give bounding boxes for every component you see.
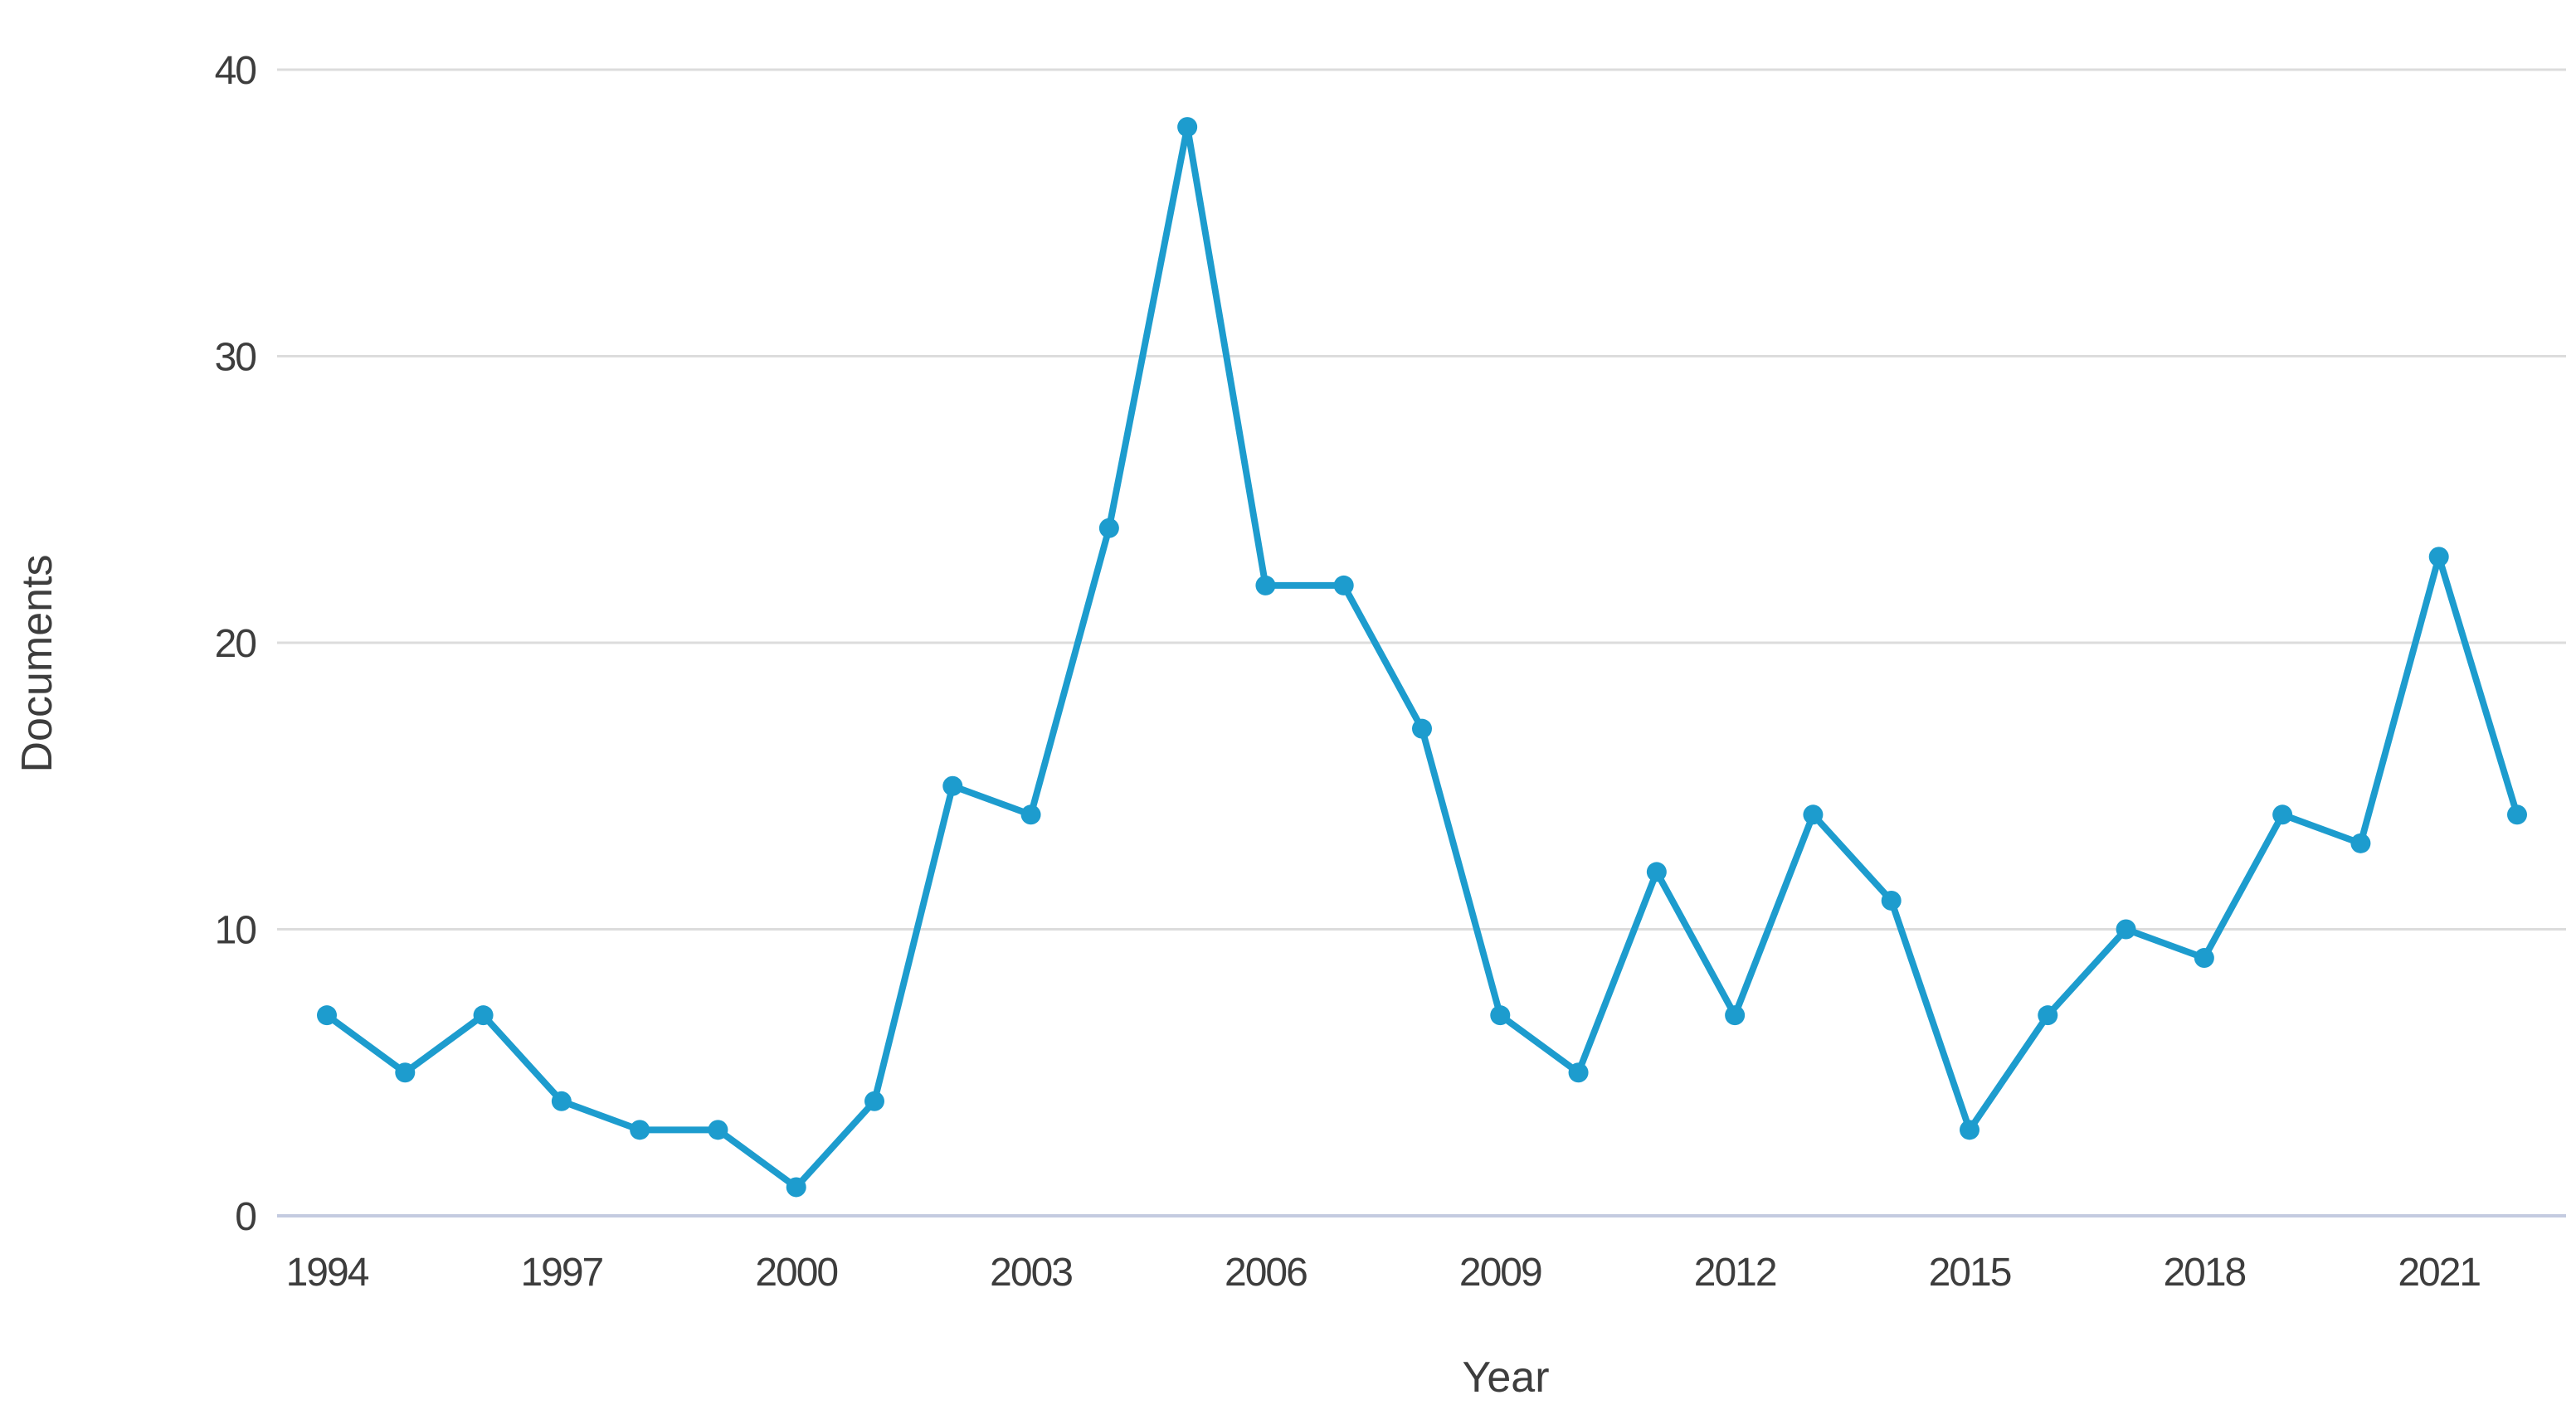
x-tick-label-2003: 2003 <box>990 1251 1072 1295</box>
x-tick-label-2015: 2015 <box>1929 1251 2011 1295</box>
data-point-1999 <box>708 1120 728 1140</box>
x-tick-label-2006: 2006 <box>1225 1251 1307 1295</box>
data-point-2019 <box>2272 804 2293 825</box>
x-tick-label-2000: 2000 <box>755 1251 837 1295</box>
data-point-2016 <box>2038 1005 2058 1026</box>
y-tick-label-30: 30 <box>215 336 256 380</box>
data-point-2015 <box>1960 1120 1979 1140</box>
data-point-2012 <box>1725 1005 1746 1026</box>
y-tick-labels-group: 0 10 20 30 40 <box>215 49 258 1239</box>
data-point-1995 <box>395 1062 416 1083</box>
data-point-1996 <box>473 1005 494 1026</box>
data-point-1998 <box>630 1120 650 1140</box>
data-point-2013 <box>1803 804 1824 825</box>
gridlines-group <box>277 68 2566 1217</box>
data-point-2003 <box>1020 804 1041 825</box>
data-point-2005 <box>1177 117 1198 138</box>
y-tick-label-10: 10 <box>215 909 256 953</box>
y-axis-title: Documents <box>13 555 61 773</box>
x-tick-label-2012: 2012 <box>1694 1251 1776 1295</box>
x-tick-labels-group: 1994 1997 2000 2003 2006 2009 2012 2015 2018 2021 <box>286 1251 2482 1295</box>
data-point-2000 <box>786 1177 806 1198</box>
y-tick-label-20: 20 <box>215 622 256 666</box>
documents-series-line <box>324 124 2520 1191</box>
data-point-2022 <box>2507 804 2527 825</box>
x-tick-label-2021: 2021 <box>2398 1251 2480 1295</box>
x-tick-label-2018: 2018 <box>2163 1251 2245 1295</box>
data-point-2018 <box>2194 948 2214 969</box>
data-point-2009 <box>1490 1005 1511 1026</box>
data-point-1994 <box>317 1005 337 1026</box>
data-point-2011 <box>1646 862 1667 882</box>
y-tick-label-0: 0 <box>235 1195 256 1239</box>
data-point-2021 <box>2428 547 2449 567</box>
y-tick-label-40: 40 <box>215 49 256 93</box>
data-point-1997 <box>551 1091 572 1111</box>
data-point-2020 <box>2350 833 2371 853</box>
data-point-2010 <box>1568 1062 1589 1083</box>
data-point-2002 <box>942 775 963 796</box>
data-point-2008 <box>1412 718 1432 739</box>
data-point-2004 <box>1098 518 1119 538</box>
data-point-2001 <box>864 1091 884 1111</box>
x-tick-label-2009: 2009 <box>1459 1251 1541 1295</box>
data-point-2017 <box>2116 919 2136 940</box>
data-point-2007 <box>1333 575 1354 595</box>
data-series-group <box>317 117 2527 1198</box>
x-axis-title: Year <box>1462 1354 1549 1402</box>
data-point-2014 <box>1881 890 1902 911</box>
data-point-2006 <box>1255 575 1276 595</box>
x-tick-label-1997: 1997 <box>520 1251 602 1295</box>
x-tick-label-1994: 1994 <box>286 1251 369 1295</box>
